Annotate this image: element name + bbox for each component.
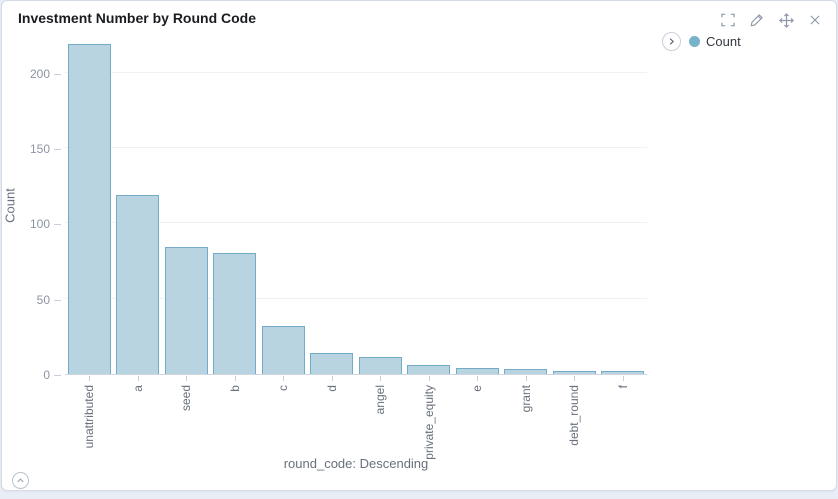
panel-actions xyxy=(719,9,824,29)
y-axis-tick: 100 xyxy=(2,217,65,231)
x-axis-label-c: c xyxy=(276,385,291,391)
x-axis-tick xyxy=(186,376,188,381)
edit-icon[interactable] xyxy=(748,11,766,29)
x-axis-tick xyxy=(574,376,576,381)
x-axis-tick xyxy=(137,376,139,381)
x-axis-label-f: f xyxy=(615,385,630,389)
legend: Count xyxy=(662,32,741,51)
x-axis-label-debt_round: debt_round xyxy=(567,385,582,446)
y-gridline xyxy=(65,222,647,224)
x-axis-tick xyxy=(380,376,382,381)
x-axis-tick xyxy=(89,376,91,381)
x-axis-tick xyxy=(428,376,430,381)
y-axis: 0 50 100 150 200 xyxy=(2,36,65,382)
bar-c[interactable] xyxy=(261,325,305,374)
x-axis-label-grant: grant xyxy=(518,385,533,413)
y-axis-tick: 0 xyxy=(2,368,65,382)
panel-header: Investment Number by Round Code xyxy=(2,1,836,29)
bar-angel[interactable] xyxy=(358,357,402,374)
x-axis-tick xyxy=(234,376,236,381)
x-axis-label-angel: angel xyxy=(373,385,388,415)
bar-e[interactable] xyxy=(455,367,499,374)
bar-seed[interactable] xyxy=(164,247,208,374)
legend-item-count[interactable]: Count xyxy=(689,34,741,49)
bar-b[interactable] xyxy=(213,253,257,374)
x-axis-label-b: b xyxy=(227,385,242,392)
move-icon[interactable] xyxy=(777,11,795,29)
bar-unattributed[interactable] xyxy=(67,44,111,374)
legend-collapse-button[interactable] xyxy=(662,32,681,51)
y-axis-tick: 200 xyxy=(2,67,65,81)
y-gridline xyxy=(65,71,647,73)
bar-f[interactable] xyxy=(601,371,645,374)
y-axis-tick: 150 xyxy=(2,142,65,156)
x-axis-label-private_equity: private_equity xyxy=(421,385,436,460)
bar-debt_round[interactable] xyxy=(552,371,596,374)
x-axis-label-e: e xyxy=(470,385,485,392)
fullscreen-icon[interactable] xyxy=(719,11,737,29)
x-axis-label-unattributed: unattributed xyxy=(82,385,97,449)
bar-chart-plot-area xyxy=(65,36,647,375)
x-axis-title: round_code: Descending xyxy=(283,456,429,471)
bar-a[interactable] xyxy=(116,194,160,374)
legend-color-dot xyxy=(689,36,700,47)
legend-label: Count xyxy=(706,34,741,49)
bar-d[interactable] xyxy=(310,352,354,374)
x-axis-tick xyxy=(283,376,285,381)
bar-private_equity[interactable] xyxy=(407,364,451,374)
x-axis-tick xyxy=(477,376,479,381)
x-axis-label-seed: seed xyxy=(179,385,194,412)
x-axis-label-a: a xyxy=(130,385,145,392)
x-axis-tick xyxy=(622,376,624,381)
x-axis-tick xyxy=(525,376,527,381)
y-gridline xyxy=(65,297,647,299)
panel-collapse-button[interactable] xyxy=(12,472,29,489)
panel-title: Investment Number by Round Code xyxy=(18,10,257,26)
y-gridline xyxy=(65,147,647,148)
y-axis-tick: 50 xyxy=(2,293,65,307)
x-axis-tick xyxy=(331,376,333,381)
close-icon[interactable] xyxy=(806,11,824,29)
x-axis: unattributed a seed b c d angel private_equity e… xyxy=(65,376,647,461)
bar-grant[interactable] xyxy=(504,369,548,374)
x-axis-label-d: d xyxy=(324,385,339,392)
